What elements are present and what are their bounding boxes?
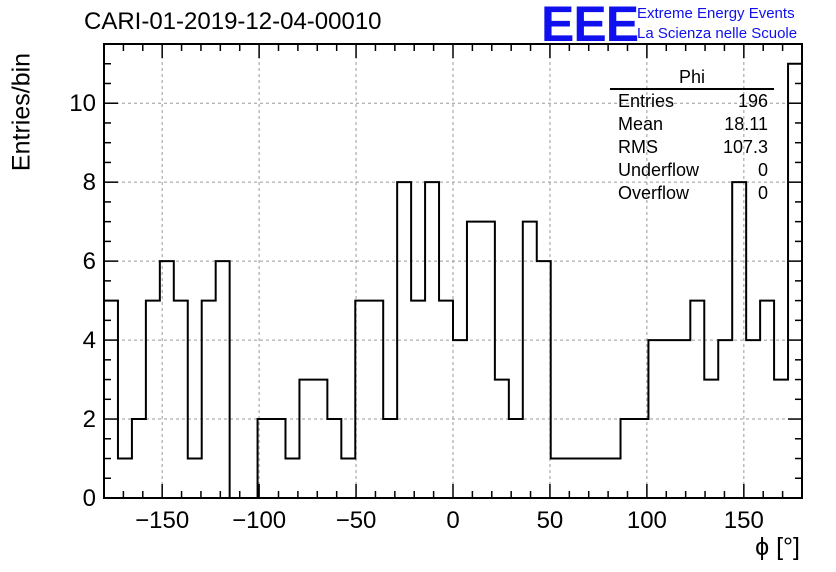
histogram-bin xyxy=(272,419,286,498)
histogram-bin xyxy=(341,459,355,498)
histogram-bin xyxy=(146,301,160,498)
histogram-bin xyxy=(509,419,523,498)
histogram-bin xyxy=(690,301,704,498)
histogram-bin xyxy=(202,301,216,498)
x-tick-label: 50 xyxy=(537,507,564,534)
tick-labels: −150 −100 −50 0 50 100 150 0 2 4 6 8 10 xyxy=(69,90,764,534)
axis-ticks xyxy=(104,43,802,499)
y-tick-label: 8 xyxy=(83,169,96,196)
y-axis-label-text: Entries/bin xyxy=(7,52,36,172)
histogram-bin xyxy=(174,301,188,498)
stats-label: Overflow xyxy=(618,183,690,203)
histogram-bin xyxy=(537,261,551,498)
x-tick-label: −100 xyxy=(232,507,286,534)
stats-row-mean: Mean 18.11 xyxy=(610,113,774,136)
histogram-bin xyxy=(397,182,411,498)
histogram-bin xyxy=(355,301,369,498)
x-axis-label: ϕ [°] xyxy=(755,533,800,561)
histogram-bin xyxy=(313,380,327,498)
stats-value: 107.3 xyxy=(722,137,768,157)
histogram-bin xyxy=(299,380,313,498)
histogram-bin xyxy=(118,459,132,498)
histogram-bin xyxy=(551,459,565,498)
logo-line-1: Extreme Energy Events xyxy=(637,5,795,22)
histogram-bin xyxy=(760,301,774,498)
histogram-bin xyxy=(369,301,383,498)
histogram-bin xyxy=(383,419,397,498)
histogram-line xyxy=(103,62,803,499)
x-tick-label: 100 xyxy=(627,507,667,534)
histogram-bin xyxy=(704,380,718,498)
histogram-bin xyxy=(160,261,174,498)
x-tick-label: 150 xyxy=(724,507,764,534)
histogram-bin xyxy=(774,380,788,498)
stats-value: 196 xyxy=(737,91,768,111)
y-tick-label: 6 xyxy=(83,248,96,275)
histogram-bin xyxy=(565,459,579,498)
histogram-bin xyxy=(495,380,509,498)
histogram-bin xyxy=(132,419,146,498)
histogram-bin xyxy=(439,301,453,498)
logo-line-2: La Scienza nelle Scuole xyxy=(637,25,798,42)
chart-title: CARI-01-2019-12-04-00010 xyxy=(84,8,382,35)
histogram-bin xyxy=(676,340,690,498)
histogram-bin xyxy=(579,459,593,498)
stats-value: 0 xyxy=(757,183,768,203)
histogram-series xyxy=(103,62,803,499)
y-tick-label: 10 xyxy=(69,90,96,117)
stats-row-underflow: Underflow 0 xyxy=(610,159,774,182)
stats-row-entries: Entries 196 xyxy=(610,90,774,113)
stats-value: 18.11 xyxy=(724,114,768,134)
histogram-bin xyxy=(188,459,202,498)
y-tick-label: 2 xyxy=(83,406,96,433)
stats-row-rms: RMS 107.3 xyxy=(610,136,774,159)
y-tick-label: 4 xyxy=(83,327,96,354)
histogram-bin xyxy=(732,182,746,498)
stats-row-overflow: Overflow 0 xyxy=(610,182,774,205)
histogram-bin xyxy=(327,419,341,498)
histogram-bin xyxy=(662,340,676,498)
stats-label: Underflow xyxy=(618,160,700,180)
stats-label: Mean xyxy=(618,114,664,134)
x-tick-label: −50 xyxy=(336,507,377,534)
histogram-bin xyxy=(425,182,439,498)
logo-caption: Extreme Energy Events La Scienza nelle S… xyxy=(637,4,797,44)
stats-box: Phi Entries 196 Mean 18.11 RMS 107.3 Und… xyxy=(610,66,774,205)
histogram-bin xyxy=(746,340,760,498)
histogram-bin xyxy=(411,301,425,498)
stats-value: 0 xyxy=(757,160,768,180)
x-tick-label: −150 xyxy=(135,507,189,534)
histogram-bin xyxy=(481,222,495,498)
stats-label: RMS xyxy=(618,137,658,157)
histogram-bin xyxy=(648,340,662,498)
eee-logo: EEE xyxy=(541,0,639,52)
histogram-bin xyxy=(621,419,635,498)
histogram-bin xyxy=(523,222,537,498)
stats-label: Entries xyxy=(618,91,675,111)
x-tick-label: 0 xyxy=(446,507,459,534)
histogram-bin xyxy=(216,261,230,498)
histogram-bin xyxy=(718,340,732,498)
histogram-bin xyxy=(453,340,467,498)
stats-name: Phi xyxy=(610,66,774,90)
y-tick-label: 0 xyxy=(83,485,96,512)
histogram-bin xyxy=(593,459,607,498)
histogram-bin xyxy=(467,222,481,498)
